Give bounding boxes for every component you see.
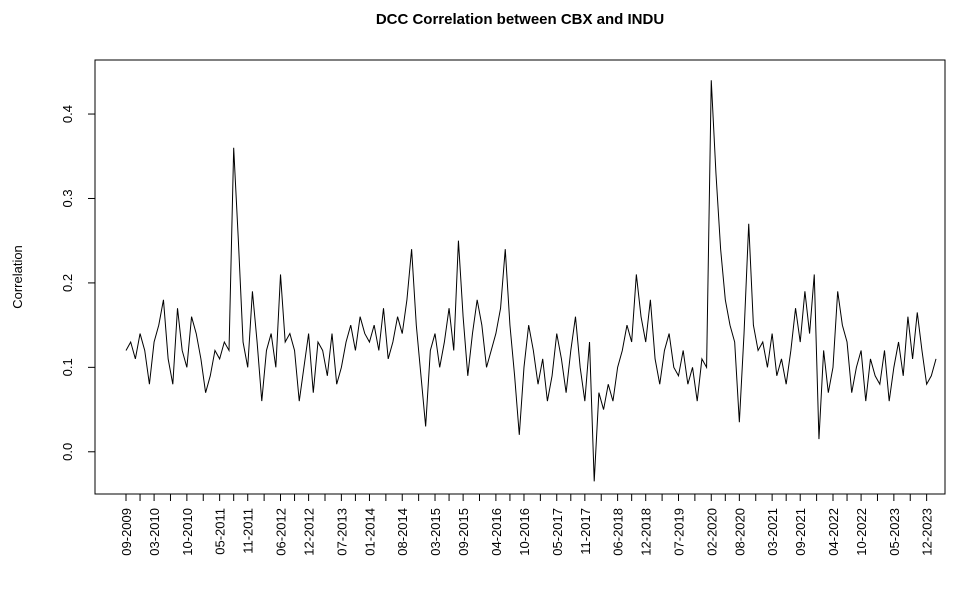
x-tick-label: 07-2019 bbox=[671, 508, 686, 556]
x-tick-label: 11-2017 bbox=[578, 508, 593, 555]
plot-frame bbox=[94, 59, 946, 495]
x-tick-label: 05-2011 bbox=[213, 508, 228, 555]
x-tick-label: 03-2015 bbox=[428, 508, 443, 556]
x-tick-label: 09-2009 bbox=[119, 508, 134, 556]
x-tick-label: 03-2010 bbox=[147, 508, 162, 556]
x-tick-label: 12-2018 bbox=[639, 508, 654, 556]
x-tick-label: 11-2011 bbox=[241, 508, 256, 554]
x-tick-label: 02-2020 bbox=[704, 508, 719, 556]
x-tick-label: 03-2021 bbox=[765, 508, 780, 556]
x-tick-label: 06-2018 bbox=[611, 508, 626, 556]
x-tick-label: 06-2012 bbox=[274, 508, 289, 556]
x-tick-label: 10-2010 bbox=[180, 508, 195, 556]
y-tick-label: 0.2 bbox=[60, 274, 75, 292]
x-tick-label: 09-2021 bbox=[793, 508, 808, 556]
x-tick-label: 05-2023 bbox=[887, 508, 902, 556]
x-tick-label: 08-2014 bbox=[395, 508, 410, 556]
chart-title: DCC Correlation between CBX and INDU bbox=[376, 11, 664, 28]
x-tick-label: 04-2016 bbox=[489, 508, 504, 556]
y-axis-label: Correlation bbox=[10, 245, 25, 309]
series-line bbox=[125, 80, 937, 482]
y-tick-label: 0.1 bbox=[60, 358, 75, 376]
x-tick-label: 05-2017 bbox=[550, 508, 565, 556]
x-tick-label: 09-2015 bbox=[456, 508, 471, 556]
y-tick-label: 0.0 bbox=[60, 443, 75, 461]
x-tick-label: 01-2014 bbox=[362, 508, 377, 556]
x-tick-label: 08-2020 bbox=[732, 508, 747, 556]
x-tick-label: 10-2022 bbox=[854, 508, 869, 556]
y-tick-label: 0.3 bbox=[60, 189, 75, 207]
y-tick-label: 0.4 bbox=[60, 105, 75, 123]
x-tick-label: 12-2023 bbox=[920, 508, 935, 556]
x-tick-label: 07-2013 bbox=[334, 508, 349, 556]
x-tick-label: 10-2016 bbox=[517, 508, 532, 556]
x-tick-label: 12-2012 bbox=[302, 508, 317, 556]
x-tick-label: 04-2022 bbox=[826, 508, 841, 556]
